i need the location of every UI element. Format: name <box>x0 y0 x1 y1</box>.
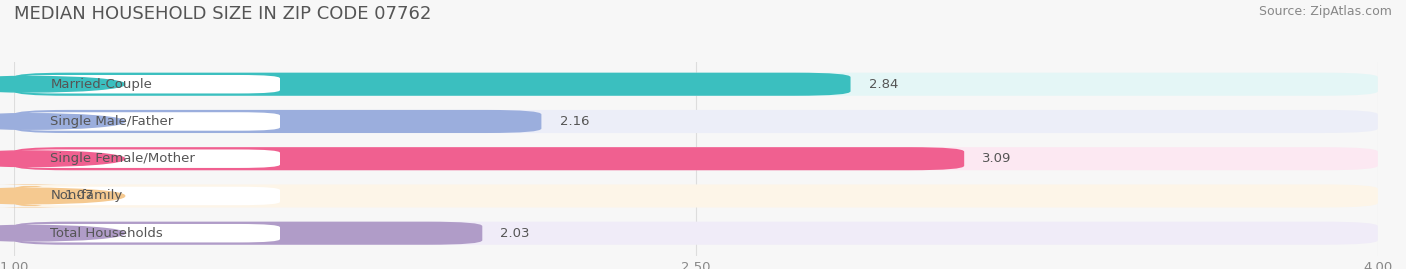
Circle shape <box>0 76 125 92</box>
FancyBboxPatch shape <box>14 110 1378 133</box>
Text: 3.09: 3.09 <box>983 152 1012 165</box>
Text: MEDIAN HOUSEHOLD SIZE IN ZIP CODE 07762: MEDIAN HOUSEHOLD SIZE IN ZIP CODE 07762 <box>14 5 432 23</box>
FancyBboxPatch shape <box>17 112 280 131</box>
FancyBboxPatch shape <box>17 224 280 242</box>
FancyBboxPatch shape <box>14 73 1378 96</box>
Circle shape <box>0 151 125 167</box>
Text: Married-Couple: Married-Couple <box>51 78 152 91</box>
Circle shape <box>0 114 125 129</box>
Text: 2.03: 2.03 <box>501 227 530 240</box>
FancyBboxPatch shape <box>17 187 280 205</box>
Text: Single Female/Mother: Single Female/Mother <box>51 152 195 165</box>
Text: 2.84: 2.84 <box>869 78 898 91</box>
Text: 2.16: 2.16 <box>560 115 589 128</box>
FancyBboxPatch shape <box>14 147 965 170</box>
FancyBboxPatch shape <box>17 150 280 168</box>
FancyBboxPatch shape <box>14 147 1378 170</box>
FancyBboxPatch shape <box>14 222 482 245</box>
FancyBboxPatch shape <box>17 75 280 93</box>
Text: Non-family: Non-family <box>51 189 122 203</box>
FancyBboxPatch shape <box>14 185 1378 207</box>
Text: Total Households: Total Households <box>51 227 163 240</box>
Text: Single Male/Father: Single Male/Father <box>51 115 174 128</box>
FancyBboxPatch shape <box>14 73 851 96</box>
FancyBboxPatch shape <box>0 185 69 207</box>
FancyBboxPatch shape <box>14 110 541 133</box>
Circle shape <box>0 188 125 204</box>
FancyBboxPatch shape <box>14 222 1378 245</box>
Circle shape <box>0 225 125 241</box>
Text: 1.07: 1.07 <box>65 189 94 203</box>
Text: Source: ZipAtlas.com: Source: ZipAtlas.com <box>1258 5 1392 18</box>
